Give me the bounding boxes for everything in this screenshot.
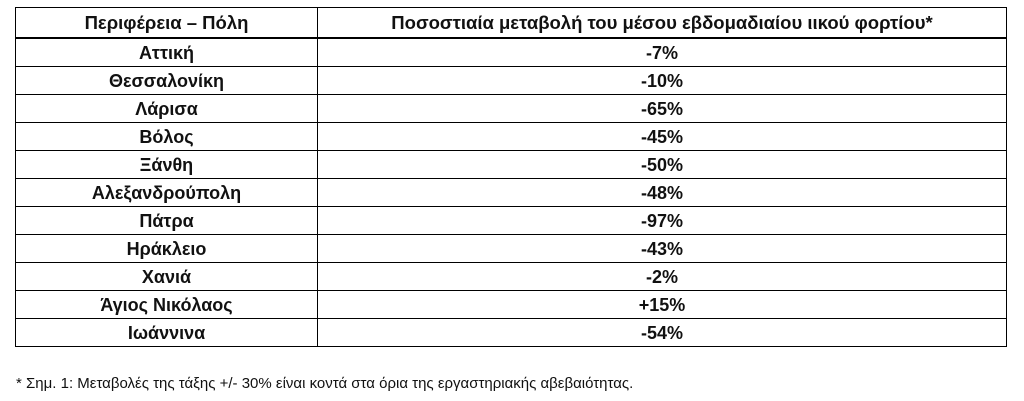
region-cell: Λάρισα: [15, 94, 318, 123]
table-header-row: Περιφέρεια – Πόλη Ποσοστιαία μεταβολή το…: [15, 7, 1007, 39]
viral-load-table: Περιφέρεια – Πόλη Ποσοστιαία μεταβολή το…: [15, 7, 1007, 347]
change-cell: -50%: [317, 150, 1007, 179]
change-cell: -43%: [317, 234, 1007, 263]
region-cell: Πάτρα: [15, 206, 318, 235]
change-cell: -45%: [317, 122, 1007, 151]
change-cell: -97%: [317, 206, 1007, 235]
footnote: * Σημ. 1: Μεταβολές της τάξης +/- 30% εί…: [16, 375, 634, 392]
table-row: Άγιος Νικόλαος +15%: [15, 290, 1007, 319]
change-cell: -10%: [317, 66, 1007, 95]
table-row: Χανιά -2%: [15, 262, 1007, 291]
region-cell: Χανιά: [15, 262, 318, 291]
region-cell: Άγιος Νικόλαος: [15, 290, 318, 319]
table-row: Αττική -7%: [15, 37, 1007, 67]
table-row: Ιωάννινα -54%: [15, 318, 1007, 347]
region-cell: Αλεξανδρούπολη: [15, 178, 318, 207]
region-cell: Ηράκλειο: [15, 234, 318, 263]
region-cell: Ξάνθη: [15, 150, 318, 179]
table-row: Ηράκλειο -43%: [15, 234, 1007, 263]
region-cell: Βόλος: [15, 122, 318, 151]
region-cell: Θεσσαλονίκη: [15, 66, 318, 95]
table-row: Αλεξανδρούπολη -48%: [15, 178, 1007, 207]
table-row: Θεσσαλονίκη -10%: [15, 66, 1007, 95]
table-row: Βόλος -45%: [15, 122, 1007, 151]
header-change: Ποσοστιαία μεταβολή του μέσου εβδομαδιαί…: [317, 7, 1007, 39]
region-cell: Ιωάννινα: [15, 318, 318, 347]
change-cell: -65%: [317, 94, 1007, 123]
table-row: Πάτρα -97%: [15, 206, 1007, 235]
table-row: Λάρισα -65%: [15, 94, 1007, 123]
change-cell: -2%: [317, 262, 1007, 291]
change-cell: -54%: [317, 318, 1007, 347]
region-cell: Αττική: [15, 37, 318, 67]
change-cell: +15%: [317, 290, 1007, 319]
header-region: Περιφέρεια – Πόλη: [15, 7, 318, 39]
change-cell: -7%: [317, 37, 1007, 67]
change-cell: -48%: [317, 178, 1007, 207]
table-row: Ξάνθη -50%: [15, 150, 1007, 179]
